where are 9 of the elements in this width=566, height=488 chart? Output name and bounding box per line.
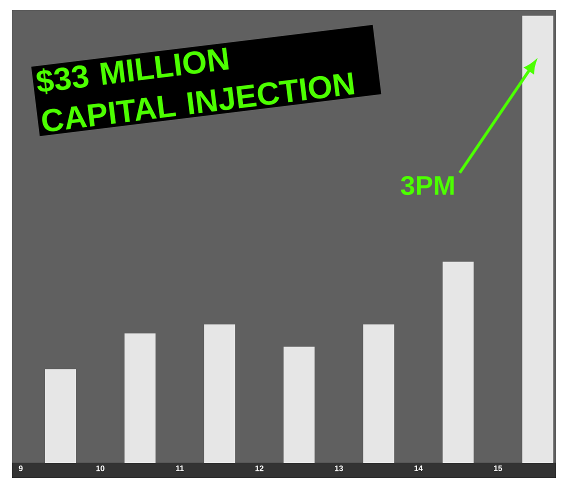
bar: [442, 262, 474, 463]
bar: [363, 324, 394, 463]
bar: [522, 16, 554, 463]
bar: [124, 333, 156, 463]
annotation: $33 MILLION CAPITAL INJECTION: [36, 48, 354, 132]
bar: [45, 369, 76, 463]
bar: [284, 346, 315, 463]
bar: [204, 324, 236, 463]
annotation: 3PM: [400, 176, 454, 196]
